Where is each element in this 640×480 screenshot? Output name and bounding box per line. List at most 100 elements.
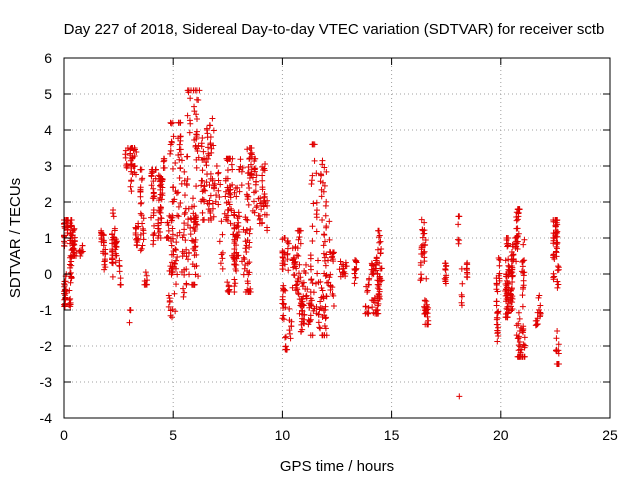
data-point [513,225,520,232]
data-point [193,111,200,118]
data-point [148,182,155,189]
data-point [282,334,289,341]
data-point [68,275,75,282]
data-point [508,303,515,310]
data-point [176,156,183,163]
data-point [290,271,297,278]
data-point [509,293,516,300]
data-point [171,196,178,203]
data-point [251,168,258,175]
data-point [140,230,147,237]
data-point [200,187,207,194]
data-point [494,321,501,328]
data-point [314,270,321,277]
data-point [219,255,226,262]
data-point [295,236,302,243]
data-point [286,330,293,337]
data-point [66,302,73,309]
data-point [295,290,302,297]
data-point [169,225,176,232]
data-point [169,314,176,321]
data-point [165,227,172,234]
data-point [308,297,315,304]
data-point [242,238,249,245]
data-point [313,199,320,206]
data-point [226,190,233,197]
data-point [305,321,312,328]
data-point [157,209,164,216]
data-point [168,139,175,146]
data-point [124,163,131,170]
x-axis-label: GPS time / hours [280,458,394,475]
data-point [122,151,129,158]
data-point [422,237,429,244]
data-point [423,275,430,282]
data-point [313,310,320,317]
data-point [170,184,177,191]
data-point [329,256,336,263]
data-point [170,133,177,140]
data-point [109,249,116,256]
data-point [456,393,463,400]
data-point [320,242,327,249]
data-point [311,157,318,164]
data-point [184,222,191,229]
data-point [168,271,175,278]
data-point [177,165,184,172]
data-point [192,87,199,94]
data-point [514,245,521,252]
data-point [157,183,164,190]
data-point [67,223,74,230]
data-point [259,172,266,179]
data-point [326,248,333,255]
data-point [455,221,462,228]
data-point [300,316,307,323]
data-point [132,171,139,178]
data-point [309,223,316,230]
data-point [206,197,213,204]
data-point [205,144,212,151]
data-point [200,197,207,204]
data-point [112,246,119,253]
data-point [234,184,241,191]
data-point [138,245,145,252]
data-point [181,250,188,257]
data-point [292,282,299,289]
data-point [376,239,383,246]
data-point [210,127,217,134]
data-point [309,172,316,179]
data-point [237,156,244,163]
data-point [322,315,329,322]
data-points [61,87,562,400]
data-point [242,289,249,295]
data-point [313,170,320,177]
data-point [191,252,198,259]
data-point [442,278,449,285]
data-point [422,307,429,314]
x-tick-label: 20 [493,427,509,443]
data-point [321,312,328,319]
data-point [167,307,174,314]
data-point [515,333,522,340]
data-point [309,141,316,148]
data-point [288,323,295,330]
data-point [307,302,314,309]
x-tick-label: 25 [602,427,618,443]
data-point [109,259,116,266]
data-point [216,193,223,200]
data-point [76,247,83,254]
data-point [185,216,192,223]
data-point [319,161,326,168]
data-point [249,174,256,181]
data-point [132,231,139,238]
data-point [157,204,164,211]
data-point [495,333,502,340]
data-point [234,222,241,229]
data-point [246,259,253,266]
data-point [232,266,239,273]
data-point [251,155,258,162]
y-tick-label: 5 [44,86,52,102]
data-point [281,249,288,256]
data-point [296,310,303,317]
